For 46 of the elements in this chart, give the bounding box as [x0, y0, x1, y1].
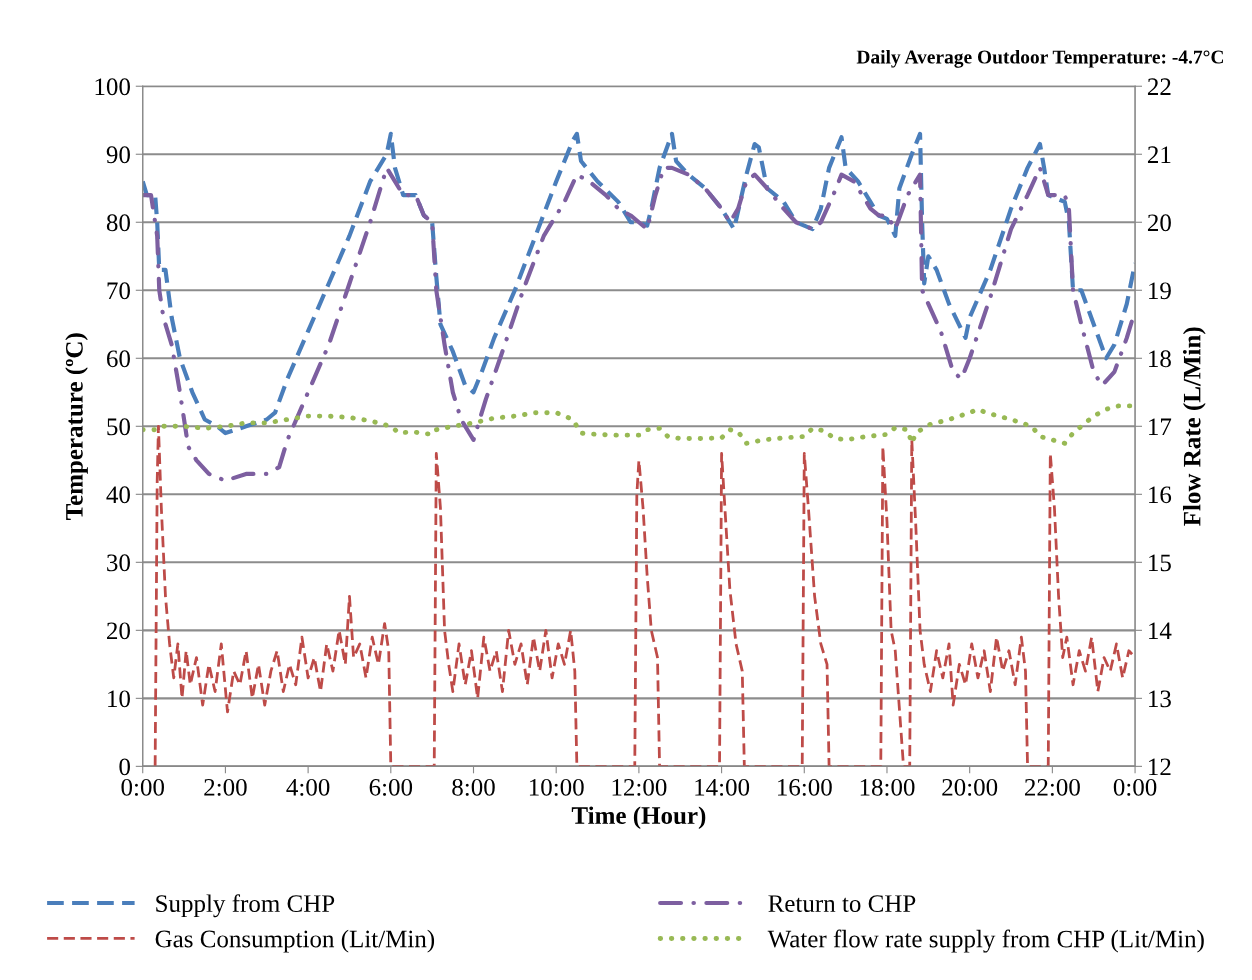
y-tick-label: 50 — [107, 418, 130, 436]
x-tick-label: 22:00 — [1024, 778, 1080, 796]
y-tick-label: 90 — [106, 146, 130, 164]
y-tick-label: 40 — [106, 486, 130, 504]
x-tick-label: 16:00 — [778, 778, 832, 796]
y2-tick-label: 22 — [1147, 78, 1171, 95]
x-tick-label: 0:00 — [121, 778, 164, 796]
y-tick-label: 60 — [107, 350, 130, 368]
x-tick-label: 10:00 — [529, 778, 584, 796]
x-axis-title: Time (Hour) — [571, 806, 706, 830]
y-tick-label: 0 — [119, 758, 130, 776]
x-tick-label: 0:00 — [1113, 778, 1157, 796]
y2-tick-label: 18 — [1149, 350, 1171, 368]
x-tick-label: 14:00 — [695, 778, 750, 796]
y-tick-label: 80 — [106, 214, 130, 232]
y2-axis-title: Flow Rate (L/Min) — [1182, 327, 1206, 526]
y2-tick-label: 17 — [1149, 418, 1172, 435]
x-tick-label: 6:00 — [369, 778, 413, 796]
y-tick-label: 70 — [107, 282, 130, 300]
y-axis-title: Temperature (ºC) — [65, 333, 88, 520]
y2-tick-label: 16 — [1149, 486, 1172, 504]
x-tick-label: 20:00 — [942, 778, 998, 796]
text: Daily Average Outdoor Temperature: -4.7°C — [856, 49, 1223, 68]
x-tick-label: 4:00 — [286, 778, 330, 796]
line-series — [153, 424, 1136, 767]
line-series — [142, 131, 1136, 436]
y-tick-label: 10 — [108, 690, 130, 708]
y2-tick-label: 20 — [1147, 214, 1171, 232]
legend-label: Supply from CHP — [156, 894, 335, 918]
y-tick-label: 100 — [95, 78, 130, 96]
x-tick-label: 8:00 — [452, 778, 495, 796]
line-series — [142, 165, 1136, 483]
y2-tick-label: 13 — [1149, 690, 1171, 708]
y-tick-label: 30 — [107, 554, 130, 572]
legend-label: Gas Consumption (Lit/Min) — [155, 929, 435, 953]
legend-label: Water flow rate supply from CHP (Lit/Min) — [767, 929, 1204, 953]
y2-tick-label: 21 — [1147, 146, 1171, 163]
y2-tick-label: 19 — [1149, 282, 1171, 300]
y2-tick-label: 14 — [1149, 622, 1172, 640]
x-tick-label: 18:00 — [860, 778, 915, 796]
y2-tick-label: 12 — [1149, 758, 1171, 776]
x-tick-label: 12:00 — [612, 778, 667, 796]
legend-label: Return to CHP — [768, 895, 916, 913]
y-tick-label: 20 — [107, 622, 130, 640]
y2-tick-label: 15 — [1149, 554, 1171, 572]
x-tick-label: 2:00 — [204, 778, 247, 796]
